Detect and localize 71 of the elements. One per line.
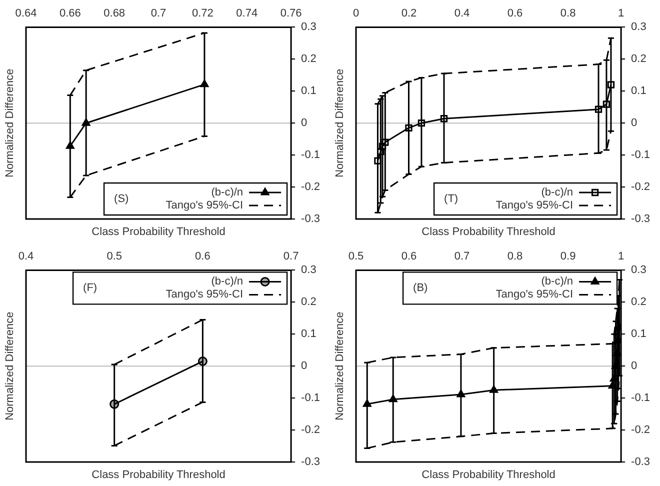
y-tick-label: -0.1: [301, 149, 320, 162]
y-tick-label: -0.2: [301, 424, 320, 436]
legend-label: Tango's 95%-CI: [496, 200, 574, 212]
y-tick-label: 0.1: [631, 85, 646, 98]
y-tick-label: -0.3: [631, 456, 650, 468]
x-tick-label: 0.4: [454, 8, 470, 20]
y-tick-label: 0.3: [301, 21, 316, 34]
y-tick-label: 0.3: [631, 21, 646, 34]
y-tick-label: 0.1: [631, 328, 646, 340]
y-tick-label: -0.2: [631, 181, 650, 194]
x-tick-label: 1: [618, 8, 624, 20]
y-tick-label: 0.1: [301, 85, 316, 98]
y-tick-label: -0.1: [301, 392, 320, 404]
y-tick-label: -0.3: [301, 213, 320, 226]
y-tick-label: -0.2: [631, 424, 650, 436]
y-tick-label: 0.3: [631, 264, 646, 276]
legend-title: (T): [444, 193, 458, 206]
y-tick-label: 0: [631, 360, 638, 372]
x-tick-label: 0.5: [106, 250, 122, 263]
legend-label: Tango's 95%-CI: [166, 288, 244, 301]
x-tick-label: 0.8: [507, 250, 523, 263]
y-tick-label: 0.1: [301, 328, 316, 340]
y-tick-label: 0.2: [301, 53, 316, 66]
x-tick-label: 0.7: [150, 8, 166, 20]
x-tick-label: 0.6: [507, 8, 523, 20]
x-axis-title: Class Probability Threshold: [422, 469, 556, 482]
legend-label: (b-c)/n: [211, 276, 244, 288]
x-tick-label: 1: [618, 250, 624, 263]
y-tick-label: -0.3: [301, 456, 320, 468]
y-axis-title: Normalized Difference: [334, 312, 346, 420]
legend-label: Tango's 95%-CI: [166, 200, 244, 212]
x-tick-label: 0.4: [18, 250, 34, 263]
x-tick-label: 0.64: [15, 8, 37, 20]
legend-title: (B): [413, 282, 428, 294]
x-tick-label: 0.6: [401, 250, 417, 263]
y-tick-label: 0: [301, 360, 308, 372]
y-tick-label: 0.2: [301, 296, 316, 308]
x-tick-label: 0.8: [560, 8, 576, 20]
x-axis-title: Class Probability Threshold: [422, 226, 556, 238]
legend-label: (b-c)/n: [541, 276, 574, 288]
x-tick-label: 0.5: [348, 250, 364, 263]
y-axis-title: Normalized Difference: [4, 68, 16, 178]
x-tick-label: 0.76: [280, 8, 302, 20]
x-tick-label: 0.9: [560, 250, 576, 263]
y-tick-label: -0.3: [631, 213, 650, 226]
y-axis-title: Normalized Difference: [4, 312, 16, 420]
x-tick-label: 0.6: [195, 250, 210, 263]
legend-title: (S): [114, 193, 129, 206]
y-tick-label: -0.2: [301, 181, 320, 194]
legend-label: (b-c)/n: [211, 186, 244, 199]
x-tick-label: 0.2: [401, 8, 417, 20]
x-tick-label: 0.74: [236, 8, 258, 20]
x-tick-label: 0.7: [283, 250, 299, 263]
y-tick-label: 0.2: [631, 296, 646, 308]
y-tick-label: 0.3: [301, 264, 316, 276]
legend-title: (F): [83, 282, 98, 294]
x-tick-label: 0.66: [59, 8, 81, 20]
x-axis-title: Class Probability Threshold: [92, 469, 226, 482]
y-tick-label: 0: [631, 117, 638, 130]
y-axis-title: Normalized Difference: [334, 68, 346, 178]
legend-label: Tango's 95%-CI: [496, 288, 574, 301]
x-tick-label: 0: [352, 8, 360, 20]
y-tick-label: 0: [301, 117, 308, 130]
x-axis-title: Class Probability Threshold: [92, 226, 226, 238]
y-tick-label: -0.1: [631, 149, 650, 162]
x-tick-label: 0.72: [192, 8, 214, 20]
x-tick-label: 0.68: [104, 8, 126, 20]
x-tick-label: 0.7: [454, 250, 470, 263]
legend-label: (b-c)/n: [541, 186, 574, 199]
y-tick-label: 0.2: [631, 53, 646, 66]
y-tick-label: -0.1: [631, 392, 650, 404]
